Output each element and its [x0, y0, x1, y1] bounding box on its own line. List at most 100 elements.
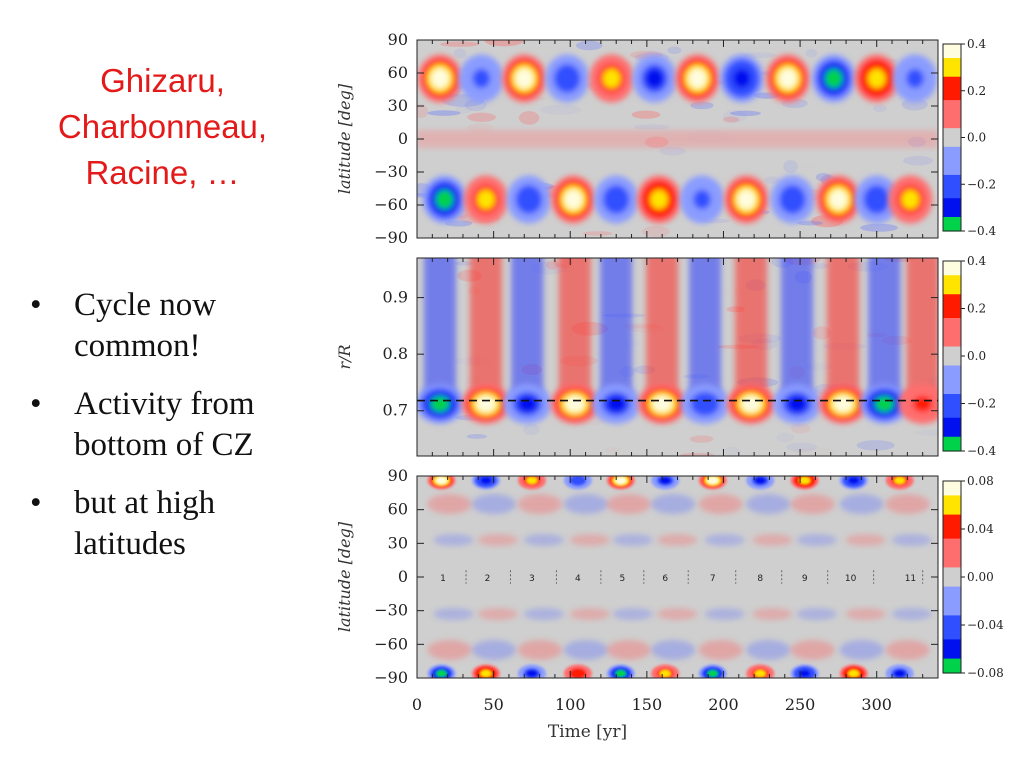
colorbar-step — [943, 322, 961, 329]
colorbar-step — [943, 58, 961, 64]
south-midlat-streak — [517, 639, 562, 660]
colorbar-tick-label: −0.2 — [967, 397, 996, 411]
blob-layer — [645, 68, 664, 89]
colorbar-step — [943, 100, 961, 106]
blob-layer — [754, 476, 766, 485]
blob-layer — [615, 476, 627, 485]
background-streak — [903, 155, 933, 166]
colorbar-step — [943, 212, 961, 218]
colorbar-step — [943, 356, 961, 362]
north-blob — [854, 54, 899, 103]
north-blob — [589, 54, 634, 103]
colorbar-step — [943, 332, 961, 338]
colorbar-step — [943, 289, 961, 295]
colorbar-step — [943, 351, 961, 357]
colorbar-step — [943, 275, 961, 281]
south-midlat-streak — [606, 639, 651, 660]
south-blob — [551, 175, 596, 224]
bullet-dot: • — [30, 287, 42, 323]
north-pole-blob — [606, 476, 635, 490]
colorbar-step — [943, 265, 961, 272]
background-streak — [540, 104, 582, 115]
blob-layer — [607, 189, 626, 210]
south-blob — [854, 175, 899, 224]
colorbar-step — [943, 72, 961, 78]
y-axis-label: latitude [deg] — [335, 83, 354, 194]
blob-layer — [799, 476, 811, 485]
background-streak — [484, 40, 524, 47]
cycle-number: 8 — [757, 574, 763, 584]
colorbar-step — [943, 90, 961, 97]
colorbar-tick-label: 0.2 — [967, 84, 986, 98]
colorbar-step — [943, 261, 961, 267]
blob-layer — [515, 68, 534, 89]
blob-layer — [741, 395, 761, 412]
base-blob — [818, 383, 867, 424]
colorbar-tick-label: −0.4 — [967, 224, 997, 238]
blob-layer — [733, 68, 751, 89]
colorbar-step — [943, 625, 961, 631]
blob-layer — [652, 395, 672, 412]
south-blob — [594, 175, 639, 224]
y-tick-label: −30 — [374, 162, 408, 181]
background-streak — [583, 231, 613, 236]
background-streak — [440, 41, 480, 47]
south-midlat-streak — [698, 639, 743, 660]
blob-layer — [480, 669, 492, 678]
north-blob — [765, 54, 810, 103]
column-streak — [826, 258, 859, 400]
north-lowlat-streak — [433, 533, 474, 546]
blob-layer — [615, 669, 627, 678]
base-blob — [461, 383, 510, 424]
north-blob — [545, 54, 590, 103]
y-tick-label: 0.8 — [383, 344, 408, 363]
colorbar-step — [943, 668, 961, 674]
base-blob — [773, 383, 822, 424]
colorbar-step — [943, 284, 961, 291]
north-blob — [632, 54, 677, 103]
colorbar-step — [943, 557, 961, 564]
colorbar-step — [943, 109, 961, 115]
north-pole-blob — [885, 476, 914, 490]
south-blob — [463, 175, 508, 224]
background-streak — [795, 163, 817, 171]
north-midlat-streak — [651, 494, 696, 515]
colorbar-step — [943, 216, 961, 223]
blob-layer — [707, 476, 719, 485]
blob-layer — [430, 395, 450, 412]
y-tick-label: 0 — [398, 567, 408, 586]
south-pole-blob — [606, 664, 635, 678]
blob-layer — [565, 395, 585, 412]
south-midlat-streak — [651, 639, 696, 660]
colorbar-tick-label: 0.08 — [967, 474, 994, 488]
background-streak — [776, 432, 795, 443]
blob-layer — [526, 476, 538, 485]
y-tick-label: −90 — [374, 668, 408, 687]
colorbar-step — [943, 146, 961, 153]
blob-layer — [867, 68, 886, 89]
colorbar-step — [943, 44, 961, 50]
blob-layer — [737, 189, 756, 210]
y-tick-label: 0.9 — [383, 288, 408, 307]
colorbar-tick-label: 0.04 — [967, 522, 994, 536]
north-lowlat-streak — [752, 533, 793, 546]
background-streak — [872, 104, 887, 112]
north-blob — [893, 54, 938, 103]
background-streak — [856, 440, 895, 451]
cycle-number: 6 — [662, 574, 668, 584]
bullet-dot: • — [30, 386, 42, 422]
blob-layer — [517, 395, 537, 412]
y-axis-label: latitude [deg] — [335, 521, 354, 632]
colorbar-step — [943, 375, 961, 381]
colorbar-step — [943, 543, 961, 549]
colorbar-step — [943, 137, 961, 143]
column-streak — [735, 258, 768, 400]
blob-layer — [520, 189, 538, 210]
equator-band — [417, 130, 938, 148]
colorbar-step — [943, 505, 961, 511]
colorbar-step — [943, 179, 961, 185]
colorbar-tick-label: −0.04 — [967, 618, 1004, 632]
colorbar-step — [943, 156, 961, 162]
colorbar-step — [943, 221, 961, 227]
colorbar-step — [943, 620, 961, 626]
